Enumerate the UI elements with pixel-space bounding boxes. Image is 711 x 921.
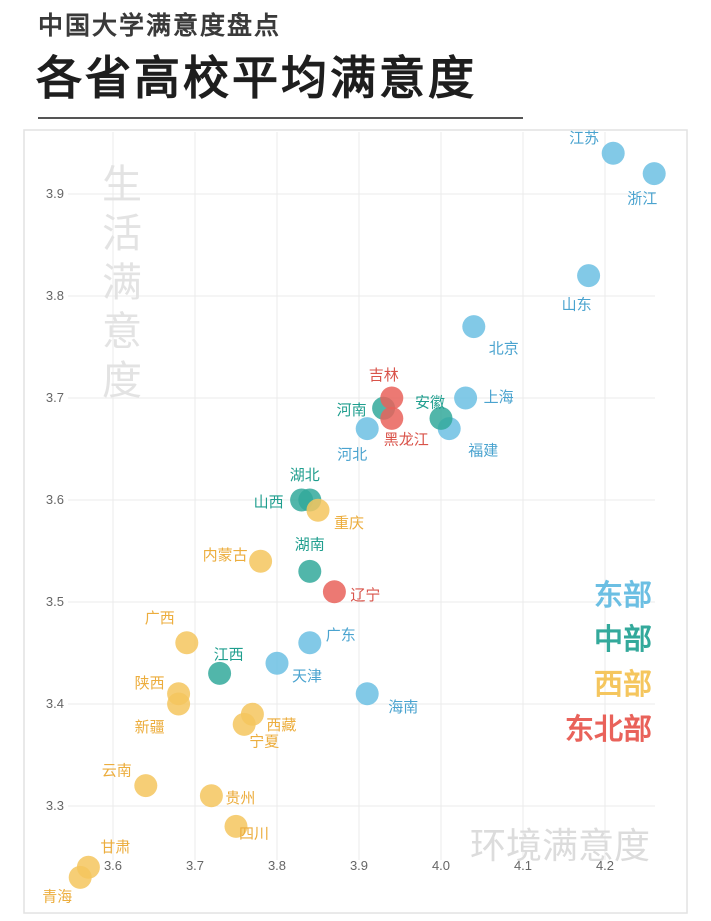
point-label: 湖南	[295, 535, 325, 553]
data-point	[249, 549, 273, 573]
point-label: 湖北	[290, 466, 320, 484]
point-label: 云南	[102, 762, 132, 780]
grid-lines	[68, 132, 655, 860]
point-label: 新疆	[135, 718, 165, 736]
data-point	[577, 264, 601, 288]
data-point	[224, 814, 248, 838]
data-point	[199, 784, 223, 808]
data-point	[355, 417, 379, 441]
data-point	[290, 488, 314, 512]
data-point	[232, 712, 256, 736]
data-point	[601, 141, 625, 165]
y-tick-label: 3.9	[46, 186, 64, 201]
point-label: 西藏	[266, 716, 296, 734]
x-tick-label: 4.2	[596, 858, 614, 873]
point-label: 广西	[145, 609, 175, 627]
x-axis-label: 环境满意度	[470, 826, 650, 867]
title-underline	[38, 117, 523, 119]
legend-item: 东北部	[565, 712, 652, 746]
point-label: 贵州	[225, 789, 255, 807]
plot-frame	[23, 129, 688, 914]
data-point	[642, 162, 666, 186]
y-tick-label: 3.3	[46, 798, 64, 813]
point-label: 海南	[388, 698, 418, 716]
data-point	[298, 631, 322, 655]
point-label: 内蒙古	[203, 546, 248, 564]
y-tick-label: 3.4	[46, 696, 64, 711]
data-point	[298, 559, 322, 583]
point-label: 上海	[484, 388, 514, 406]
data-point	[429, 406, 453, 430]
point-label: 安徽	[415, 393, 445, 411]
y-tick-label: 3.8	[46, 288, 64, 303]
x-tick-label: 3.9	[350, 858, 368, 873]
chart-title: 各省高校平均满意度	[36, 51, 477, 105]
data-point	[355, 682, 379, 706]
point-label: 北京	[489, 340, 519, 358]
x-tick-label: 3.8	[268, 858, 286, 873]
data-points	[68, 141, 666, 889]
x-tick-label: 4.0	[432, 858, 450, 873]
point-label: 辽宁	[350, 586, 380, 604]
point-label: 天津	[292, 667, 322, 685]
data-point	[134, 774, 158, 798]
point-label: 青海	[42, 887, 72, 905]
point-label: 河南	[337, 401, 367, 419]
y-tick-label: 3.7	[46, 390, 64, 405]
data-point	[167, 692, 191, 716]
y-axis-label: 生活满意度	[102, 162, 142, 404]
data-point	[208, 661, 232, 685]
point-label: 吉林	[369, 366, 399, 384]
point-label: 山西	[254, 493, 284, 511]
data-point	[265, 651, 289, 675]
y-tick-label: 3.6	[46, 492, 64, 507]
point-label: 广东	[326, 626, 356, 644]
point-label: 陕西	[135, 674, 165, 692]
x-tick-label: 4.1	[514, 858, 532, 873]
data-point	[380, 386, 404, 410]
legend-item: 西部	[594, 667, 652, 701]
point-label: 江苏	[569, 129, 599, 147]
data-point	[322, 580, 346, 604]
axis-ticks: 3.6 3.7 3.8 3.9 4.0 4.1 4.2 3.3 3.4 3.5 3.6 3.7 3.8 3…	[46, 186, 614, 873]
point-label: 浙江	[627, 190, 657, 208]
point-label: 河北	[337, 446, 367, 464]
data-point	[306, 498, 330, 522]
point-label: 甘肃	[100, 838, 130, 856]
point-label: 福建	[468, 442, 498, 460]
point-label: 江西	[214, 645, 244, 663]
y-tick-label: 3.5	[46, 594, 64, 609]
point-label: 四川	[239, 824, 269, 842]
point-label: 宁夏	[249, 732, 279, 750]
data-point	[462, 315, 486, 339]
x-tick-label: 3.7	[186, 858, 204, 873]
point-label: 黑龙江	[384, 430, 429, 448]
x-tick-label: 3.6	[104, 858, 122, 873]
point-label: 山东	[562, 296, 592, 314]
data-point	[175, 631, 199, 655]
legend-item: 东部	[594, 578, 652, 612]
data-point	[380, 406, 404, 430]
data-point	[68, 865, 92, 889]
data-point	[454, 386, 478, 410]
chart-subtitle: 中国大学满意度盘点	[38, 11, 282, 40]
legend-item: 中部	[594, 622, 652, 656]
point-label: 重庆	[334, 514, 364, 532]
